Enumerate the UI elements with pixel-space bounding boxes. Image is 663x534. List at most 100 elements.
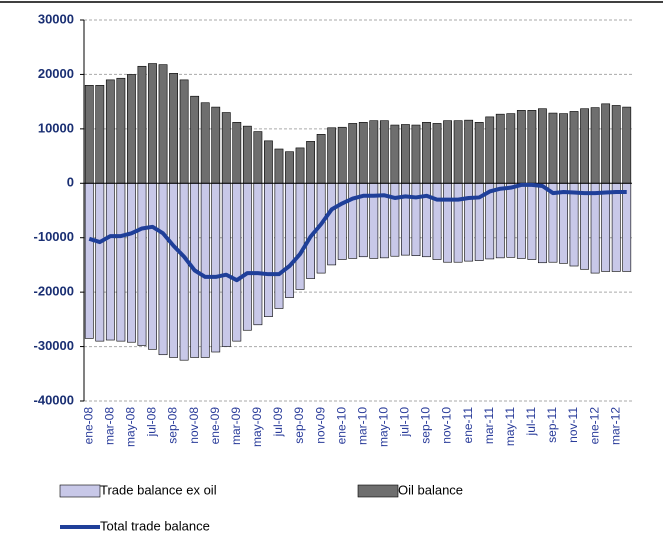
bar xyxy=(242,125,252,184)
bar xyxy=(358,122,368,184)
bar xyxy=(116,182,126,342)
bar xyxy=(527,182,537,260)
bar xyxy=(432,182,442,260)
x-tick-label: ene-08 xyxy=(81,407,95,445)
x-tick-label: mar-09 xyxy=(229,407,243,445)
bar xyxy=(137,182,147,346)
x-tick-label: mar-08 xyxy=(103,407,117,445)
bar xyxy=(495,113,505,184)
bar xyxy=(348,182,358,259)
bar xyxy=(590,107,600,184)
bar xyxy=(285,151,294,184)
bar xyxy=(337,182,347,260)
x-tick-label: ene-09 xyxy=(208,407,222,445)
y-tick-label: 10000 xyxy=(38,120,74,135)
bar xyxy=(232,122,242,184)
bar xyxy=(95,182,105,342)
x-tick-label: sep-11 xyxy=(545,407,559,443)
bar xyxy=(464,119,474,184)
bar xyxy=(169,73,178,184)
bar xyxy=(611,105,621,184)
x-tick-label: sep-08 xyxy=(166,407,180,444)
bar xyxy=(538,182,547,264)
bar xyxy=(485,116,495,184)
x-tick-label: ene-12 xyxy=(587,407,601,445)
bar xyxy=(548,182,558,263)
bar xyxy=(264,140,273,184)
bar xyxy=(527,110,537,184)
bar xyxy=(158,182,168,356)
x-tick-label: nov-08 xyxy=(187,407,201,444)
bar xyxy=(211,182,221,353)
bar xyxy=(453,120,463,184)
bar xyxy=(179,79,189,184)
legend-swatch xyxy=(59,484,101,498)
bar xyxy=(422,122,431,184)
legend-label: Oil balance xyxy=(398,482,463,497)
x-tick-label: may-11 xyxy=(503,407,517,446)
bar xyxy=(158,64,168,184)
x-tick-label: sep-10 xyxy=(419,407,433,444)
x-tick-label: may-09 xyxy=(250,407,264,447)
bar xyxy=(264,182,273,317)
bar xyxy=(242,182,252,331)
bar xyxy=(443,182,452,263)
x-tick-label: nov-11 xyxy=(566,407,580,443)
bar xyxy=(105,79,115,184)
legend-label: Total trade balance xyxy=(100,518,210,533)
bar xyxy=(295,147,305,184)
bar xyxy=(622,106,632,184)
bar xyxy=(601,103,611,184)
bar xyxy=(169,182,178,358)
bar xyxy=(516,182,526,259)
x-tick-label: sep-09 xyxy=(292,407,306,444)
bar xyxy=(559,182,568,264)
bar xyxy=(443,120,452,184)
x-tick-label: nov-10 xyxy=(440,407,454,444)
bar xyxy=(401,124,410,184)
bar xyxy=(559,113,568,184)
y-tick-label: 20000 xyxy=(38,66,74,81)
y-tick-label: -10000 xyxy=(34,229,74,244)
bar xyxy=(232,182,242,342)
bar xyxy=(411,124,421,184)
bar xyxy=(274,182,284,309)
bar xyxy=(601,182,611,272)
bar xyxy=(432,123,442,184)
bar xyxy=(390,124,400,184)
bar xyxy=(148,63,157,184)
bar xyxy=(221,112,231,184)
bar xyxy=(401,182,410,256)
bar xyxy=(105,182,115,341)
bar xyxy=(569,182,579,267)
x-tick-label: may-08 xyxy=(124,407,138,447)
bar xyxy=(200,182,210,358)
x-tick-label: jul-10 xyxy=(398,407,412,438)
bar xyxy=(253,182,263,326)
bar xyxy=(580,182,589,270)
bar xyxy=(316,134,326,184)
bar xyxy=(306,141,315,184)
bar xyxy=(506,113,516,184)
bar xyxy=(506,182,516,258)
bar xyxy=(148,182,157,350)
x-tick-label: may-10 xyxy=(377,407,391,447)
x-tick-label: jul-08 xyxy=(145,407,159,438)
bar xyxy=(84,85,94,184)
x-tick-label: nov-09 xyxy=(313,407,327,444)
bar xyxy=(190,95,200,184)
bar xyxy=(538,108,547,184)
bar xyxy=(390,182,400,257)
bar xyxy=(327,127,337,184)
bar xyxy=(622,182,632,272)
bar xyxy=(569,111,579,184)
bar xyxy=(116,77,126,184)
bar xyxy=(369,120,379,184)
bar xyxy=(127,74,136,184)
x-tick-label: mar-11 xyxy=(482,407,496,444)
bar xyxy=(253,131,263,184)
bar xyxy=(211,106,221,184)
bar xyxy=(327,182,337,266)
bar xyxy=(453,182,463,263)
